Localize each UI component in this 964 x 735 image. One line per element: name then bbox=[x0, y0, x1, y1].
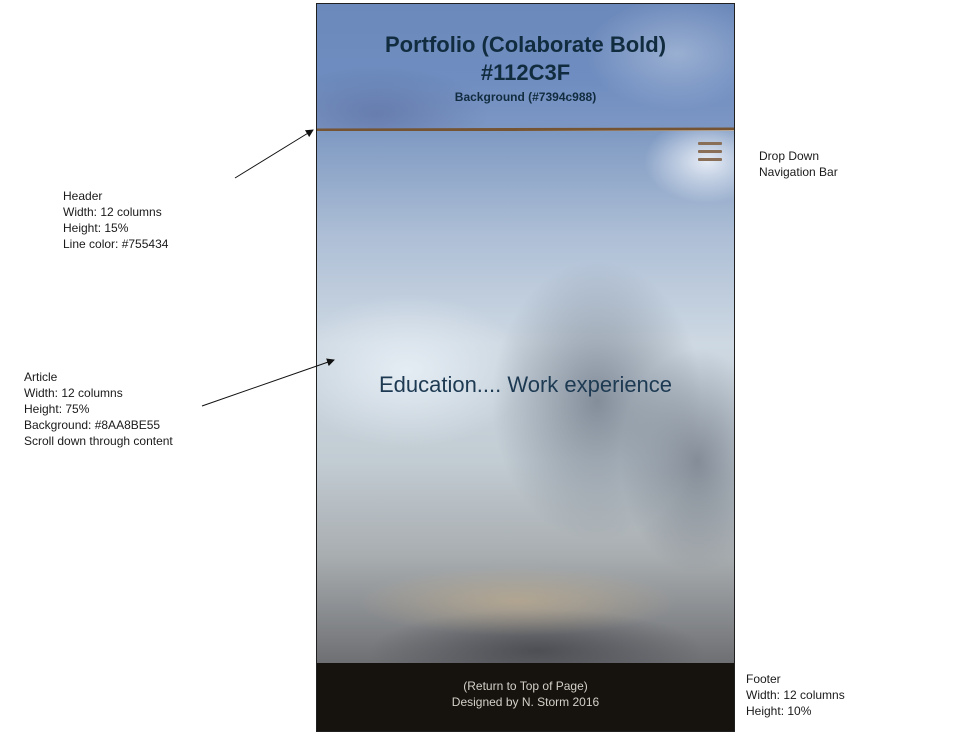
annotation-line: Drop Down bbox=[759, 149, 820, 163]
footer-credit: Designed by N. Storm 2016 bbox=[451, 695, 600, 709]
mockup-footer: (Return to Top of Page) Designed by N. S… bbox=[317, 663, 734, 731]
annotation-line: Height: 75% bbox=[24, 402, 90, 416]
annotation-line: Navigation Bar bbox=[759, 165, 838, 179]
hamburger-menu-icon[interactable] bbox=[698, 142, 724, 164]
title-color-label: #112C3F bbox=[480, 60, 571, 85]
annotation-line: Footer bbox=[746, 672, 781, 686]
page-title: Portfolio (Colaborate Bold) bbox=[384, 32, 667, 57]
mockup-article[interactable]: Education.... Work experience bbox=[317, 131, 734, 663]
annotation-line: Header bbox=[63, 189, 103, 203]
nav-annotation: Drop Down Navigation Bar bbox=[759, 148, 838, 180]
article-content-text: Education.... Work experience bbox=[378, 372, 673, 397]
header-annotation: Header Width: 12 columns Height: 15% Lin… bbox=[63, 188, 168, 252]
footer-annotation: Footer Width: 12 columns Height: 10% bbox=[746, 671, 845, 719]
article-arrow bbox=[201, 358, 335, 407]
annotation-line: Scroll down through content bbox=[24, 434, 173, 448]
annotation-line: Height: 15% bbox=[63, 221, 129, 235]
return-to-top-link[interactable]: (Return to Top of Page) bbox=[463, 679, 588, 693]
header-arrow bbox=[234, 129, 314, 179]
annotation-line: Height: 10% bbox=[746, 704, 812, 718]
annotation-line: Width: 12 columns bbox=[63, 205, 162, 219]
header-background-label: Background (#7394c988) bbox=[454, 90, 597, 104]
mockup-header: Portfolio (Colaborate Bold) #112C3F Back… bbox=[317, 4, 734, 129]
article-annotation: Article Width: 12 columns Height: 75% Ba… bbox=[24, 369, 173, 449]
annotation-line: Article bbox=[24, 370, 58, 384]
annotation-line: Background: #8AA8BE55 bbox=[24, 418, 161, 432]
annotation-line: Width: 12 columns bbox=[24, 386, 123, 400]
annotation-line: Width: 12 columns bbox=[746, 688, 845, 702]
mobile-mockup: Portfolio (Colaborate Bold) #112C3F Back… bbox=[316, 3, 735, 732]
annotation-line: Line color: #755434 bbox=[63, 237, 169, 251]
